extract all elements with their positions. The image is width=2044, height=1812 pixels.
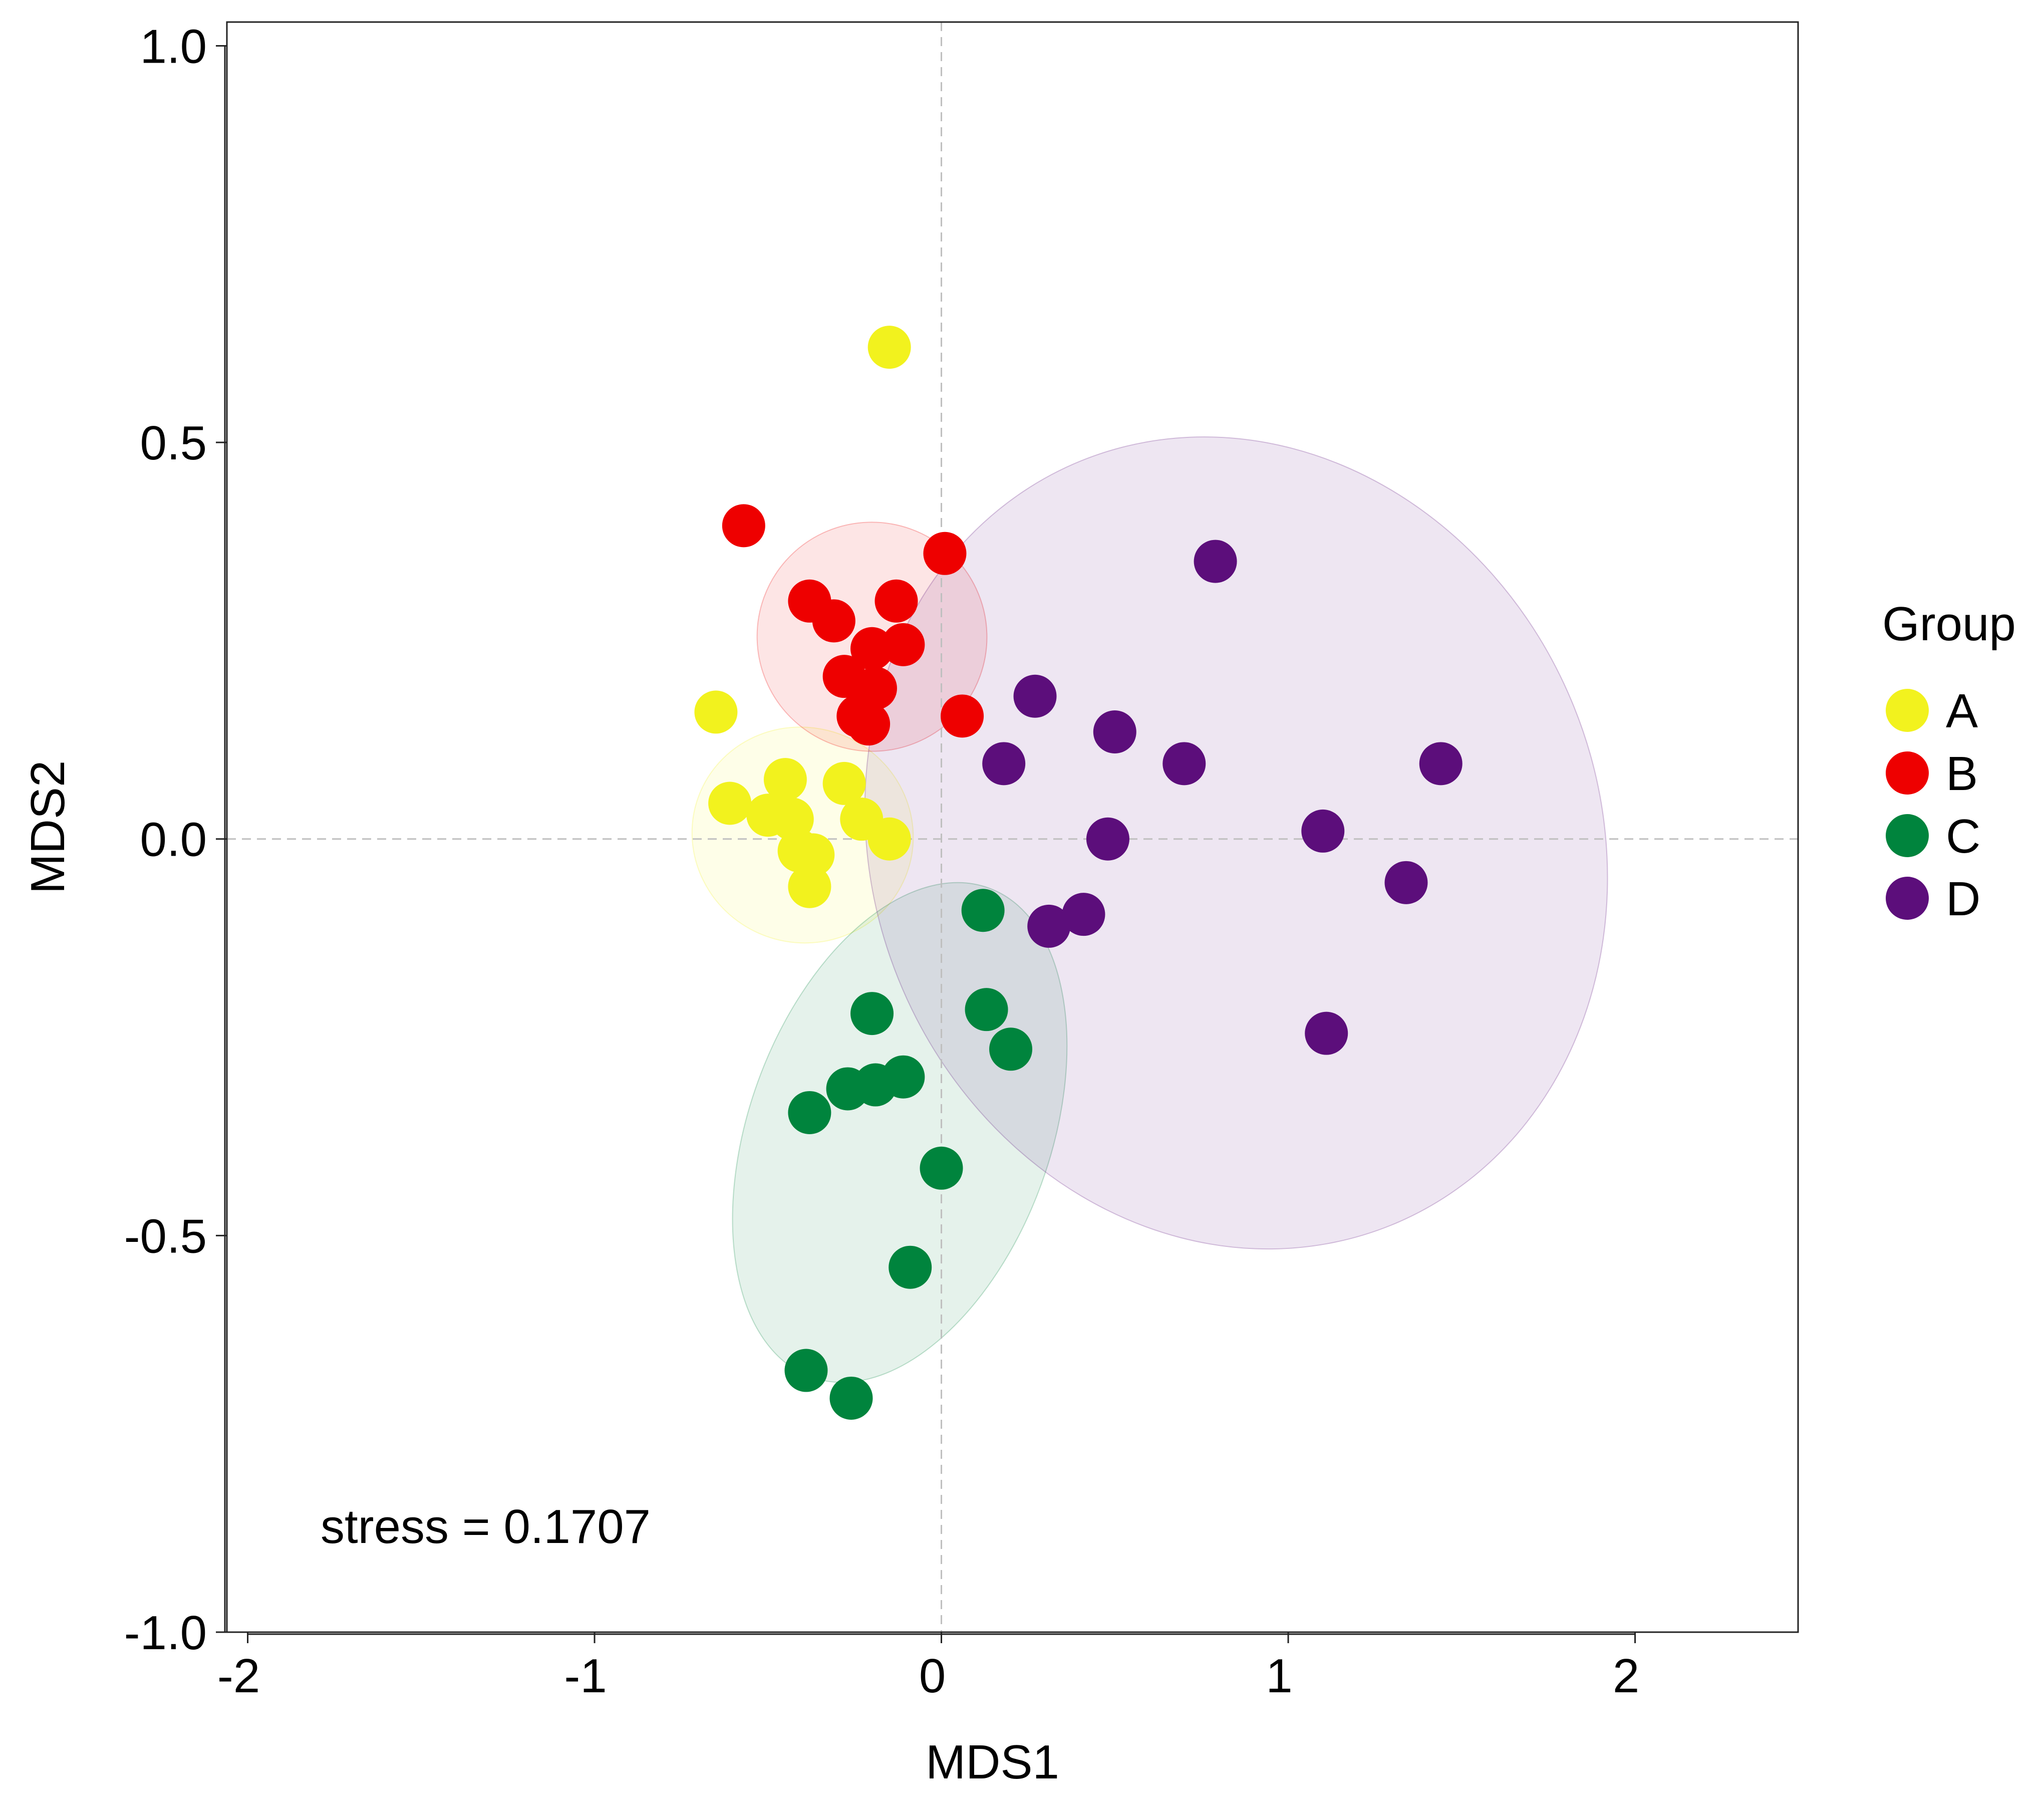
point-d-4 <box>982 742 1026 786</box>
legend-label-c: C <box>1946 810 1980 863</box>
point-a-1 <box>867 326 911 369</box>
point-b-6 <box>850 627 894 670</box>
point-c-10 <box>889 1245 932 1289</box>
point-c-8 <box>788 1091 831 1134</box>
legend-title: Group <box>1882 597 2016 651</box>
point-d-8 <box>1086 817 1129 861</box>
point-c-11 <box>784 1349 828 1392</box>
stress-annotation: stress = 0.1707 <box>321 1500 651 1554</box>
point-b-4 <box>812 599 855 643</box>
point-d-3 <box>1093 710 1136 754</box>
x-tick-label: -1 <box>564 1649 607 1703</box>
x-axis-label: MDS1 <box>926 1735 1059 1789</box>
ellipses-layer <box>691 436 1608 1383</box>
reference-lines-layer <box>227 22 1798 1632</box>
plot-panel-border <box>226 21 1799 1633</box>
point-d-12 <box>1305 1011 1348 1055</box>
y-tick-label: 1.0 <box>140 20 207 73</box>
point-c-4 <box>989 1027 1033 1071</box>
point-a-5 <box>822 761 866 805</box>
point-d-2 <box>1013 674 1057 718</box>
point-c-12 <box>829 1376 873 1420</box>
y-axis: -1.0 -0.5 0.0 0.5 1.0 <box>124 20 227 1660</box>
confidence-ellipse-d <box>864 436 1608 1250</box>
x-axis: -2 -1 0 1 2 <box>217 1632 1639 1703</box>
point-a-11 <box>867 817 911 861</box>
legend-swatch-c <box>1886 814 1929 857</box>
point-d-7 <box>1301 809 1345 853</box>
point-d-1 <box>1194 540 1237 583</box>
y-tick-label: 0.0 <box>140 813 207 867</box>
point-c-1 <box>961 889 1005 932</box>
point-d-9 <box>1384 861 1428 904</box>
legend-swatch-a <box>1886 689 1929 732</box>
point-a-3 <box>763 758 807 802</box>
legend-swatch-d <box>1886 877 1929 920</box>
point-d-11 <box>1027 904 1071 948</box>
legend-label-d: D <box>1946 872 1980 926</box>
point-d-5 <box>1162 742 1206 786</box>
point-c-3 <box>965 988 1008 1031</box>
y-tick-label: 0.5 <box>140 416 207 470</box>
point-b-7 <box>882 623 925 666</box>
point-c-2 <box>850 992 894 1036</box>
x-tick-label: 2 <box>1613 1649 1639 1703</box>
x-tick-label: 1 <box>1266 1649 1292 1703</box>
y-tick-label: -0.5 <box>124 1209 207 1263</box>
point-d-10 <box>1062 893 1105 936</box>
point-b-11 <box>847 702 891 746</box>
point-b-12 <box>941 694 984 738</box>
point-a-12 <box>788 865 831 908</box>
point-c-9 <box>920 1146 963 1190</box>
point-a-10 <box>777 829 821 873</box>
x-tick-label: 0 <box>919 1649 946 1703</box>
point-d-6 <box>1419 742 1463 786</box>
point-c-7 <box>826 1067 869 1111</box>
y-tick-label: -1.0 <box>124 1606 207 1660</box>
legend-swatch-b <box>1886 751 1929 795</box>
point-a-4 <box>708 782 752 825</box>
point-a-2 <box>694 690 738 734</box>
legend-label-b: B <box>1946 747 1978 801</box>
legend-label-a: A <box>1946 684 1978 738</box>
point-b-1 <box>722 504 765 548</box>
points-layer <box>694 326 1463 1420</box>
point-b-2 <box>923 532 967 575</box>
y-axis-label: MDS2 <box>21 760 75 894</box>
point-b-5 <box>874 579 918 623</box>
x-tick-label: -2 <box>217 1649 260 1703</box>
